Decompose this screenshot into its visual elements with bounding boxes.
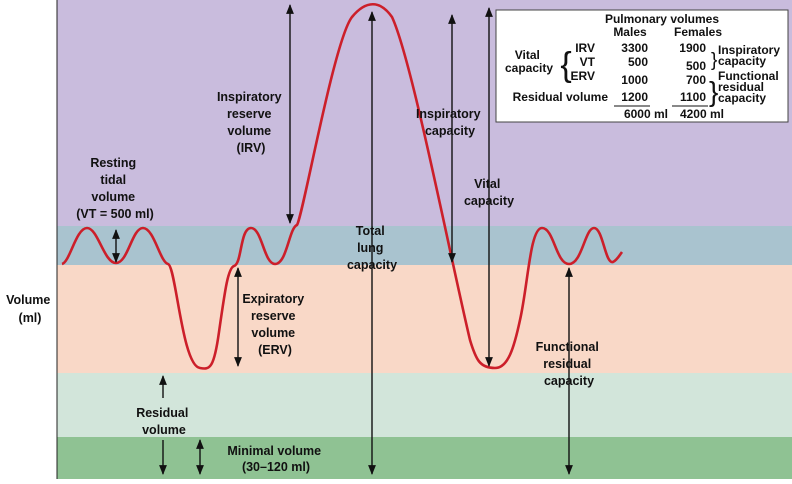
minimal-volume-zone bbox=[57, 437, 792, 479]
inspiratory-capacity-label: Inspiratory capacity bbox=[416, 107, 484, 138]
table-col-females: Females bbox=[674, 25, 722, 39]
table-cell-males: 1000 bbox=[621, 73, 648, 87]
table-row-name: Residual volume bbox=[513, 90, 609, 104]
erv-label: Expiratory reserve volume (ERV) bbox=[242, 292, 307, 357]
table-vital-capacity-label: Vital capacity bbox=[505, 48, 553, 75]
table-total-males: 6000 ml bbox=[624, 107, 668, 121]
table-title: Pulmonary volumes bbox=[605, 12, 719, 26]
frc-brace: } bbox=[709, 76, 718, 107]
table-cell-males: 3300 bbox=[621, 41, 648, 55]
table-cell-females: 1100 bbox=[680, 90, 706, 104]
irv-label: Inspiratory reserve volume (IRV) bbox=[217, 90, 285, 155]
vital-brace: { bbox=[560, 46, 571, 84]
y-axis-label: Volume (ml) bbox=[6, 293, 54, 325]
table-cell-males: 500 bbox=[628, 55, 648, 69]
table-cell-females: 1900 bbox=[679, 41, 706, 55]
minimal-volume-label: Minimal volume (30–120 ml) bbox=[227, 444, 324, 474]
table-cell-females: 700 bbox=[686, 73, 706, 87]
table-row-name: IRV bbox=[575, 41, 595, 55]
residual-zone bbox=[57, 373, 792, 437]
table-frc-label: Functional residual capacity bbox=[718, 69, 782, 105]
pulmonary-volumes-table: Pulmonary volumes Males Females Vital ca… bbox=[495, 9, 789, 123]
vital-capacity-label: Vital capacity bbox=[464, 177, 514, 208]
table-cell-males: 1200 bbox=[621, 90, 648, 104]
table-inspiratory-capacity-label: Inspiratory capacity bbox=[718, 43, 783, 68]
table-total-females: 4200 ml bbox=[680, 107, 724, 121]
table-cell-females: 500 bbox=[686, 59, 706, 73]
erv-zone bbox=[57, 265, 792, 373]
resting-tidal-volume-label: Resting tidal volume (VT = 500 ml) bbox=[76, 156, 153, 221]
table-col-males: Males bbox=[613, 25, 647, 39]
residual-volume-label: Residual volume bbox=[136, 406, 192, 437]
total-lung-capacity-label: Total lung capacity bbox=[347, 224, 397, 272]
frc-label: Functional residual capacity bbox=[536, 340, 603, 388]
table-row-name: VT bbox=[580, 55, 596, 69]
table-box bbox=[495, 9, 789, 123]
tidal-zone bbox=[57, 226, 792, 265]
inspiratory-brace: } bbox=[711, 50, 717, 71]
table-row-name: ERV bbox=[571, 69, 595, 83]
spirometry-curve bbox=[61, 2, 624, 370]
